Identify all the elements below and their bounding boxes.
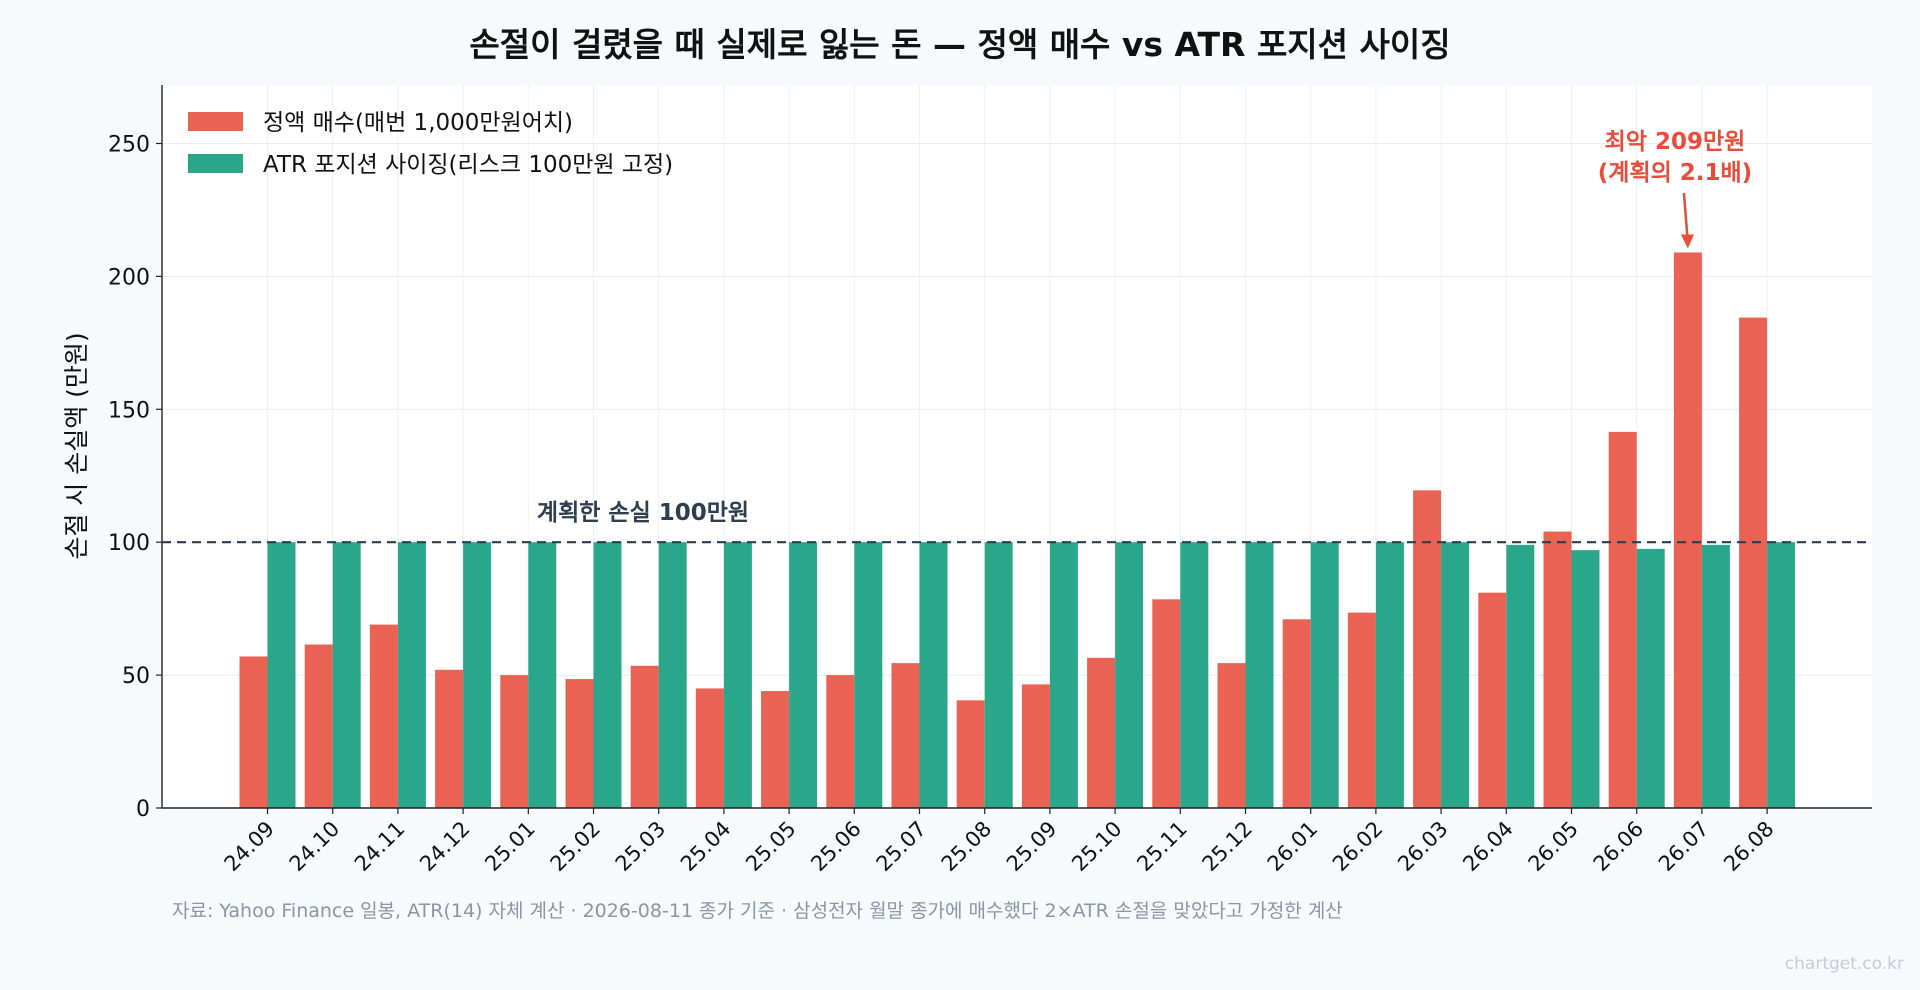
x-tick-label: 25.03 <box>611 817 670 876</box>
bar-fixed-amount <box>630 665 659 808</box>
bar-fixed-amount <box>1021 684 1050 808</box>
bar-atr-sizing <box>1441 542 1470 808</box>
bars <box>239 252 1796 808</box>
x-tick-label: 25.08 <box>937 817 996 876</box>
bar-atr-sizing <box>1375 542 1404 808</box>
annotation-arrow <box>1682 192 1690 243</box>
bar-fixed-amount <box>500 675 529 808</box>
bar-atr-sizing <box>1049 542 1078 808</box>
x-tick-label: 25.12 <box>1198 817 1257 876</box>
bar-atr-sizing <box>854 542 883 808</box>
annotation-group: 최악 209만원 (계획의 2.1배) <box>1598 129 1752 249</box>
bar-fixed-amount <box>369 624 398 808</box>
bar-fixed-amount <box>1282 619 1311 808</box>
reference-line-group: 계획한 손실 100만원 <box>162 500 1872 544</box>
bar-fixed-amount <box>565 679 594 808</box>
x-tick-label: 25.06 <box>806 817 865 876</box>
x-tick-label: 26.06 <box>1589 817 1648 876</box>
bar-atr-sizing <box>984 542 1013 808</box>
bar-atr-sizing <box>1506 544 1535 808</box>
bar-fixed-amount <box>435 669 464 808</box>
bar-fixed-amount <box>1413 490 1442 808</box>
x-tick-label: 24.09 <box>220 817 279 876</box>
x-tick-label: 24.10 <box>285 817 344 876</box>
x-tick-label: 26.08 <box>1719 817 1778 876</box>
bar-atr-sizing <box>1245 542 1274 808</box>
watermark: chartget.co.kr <box>1785 954 1904 974</box>
bar-fixed-amount <box>695 688 724 808</box>
bar-fixed-amount <box>304 644 333 808</box>
bar-fixed-amount <box>1673 252 1702 808</box>
bar-atr-sizing <box>593 542 622 808</box>
bar-atr-sizing <box>463 542 492 808</box>
bar-atr-sizing <box>723 542 752 808</box>
source-note: 자료: Yahoo Finance 일봉, ATR(14) 자체 계산 · 20… <box>172 900 1343 922</box>
annotation-arrowhead <box>1680 234 1694 249</box>
bar-fixed-amount <box>761 691 790 808</box>
annotation-line2: (계획의 2.1배) <box>1598 160 1752 186</box>
chart-title: 손절이 걸렸을 때 실제로 잃는 돈 — 정액 매수 vs ATR 포지션 사이… <box>469 25 1450 64</box>
x-tick-label: 25.05 <box>741 817 800 876</box>
bar-atr-sizing <box>1767 542 1796 808</box>
y-tick-label: 150 <box>108 398 150 423</box>
bar-atr-sizing <box>1701 544 1730 808</box>
x-tick-label: 26.02 <box>1328 817 1387 876</box>
bar-atr-sizing <box>1180 542 1209 808</box>
x-tick-label: 25.02 <box>546 817 605 876</box>
bar-atr-sizing <box>528 542 557 808</box>
x-tick-label: 25.04 <box>676 817 735 876</box>
bar-atr-sizing <box>1636 548 1665 808</box>
annotation-line1: 최악 209만원 <box>1605 129 1746 155</box>
legend-label-fixed-amount: 정액 매수(매번 1,000만원어치) <box>263 110 573 136</box>
bar-fixed-amount <box>1608 431 1637 808</box>
y-tick-label: 250 <box>108 132 150 157</box>
legend: 정액 매수(매번 1,000만원어치) ATR 포지션 사이징(리스크 100만원… <box>188 110 673 178</box>
x-tick-label: 25.07 <box>872 817 931 876</box>
x-tick-label: 24.11 <box>350 817 409 876</box>
bar-fixed-amount <box>1347 612 1376 808</box>
x-tick-label: 24.12 <box>415 817 474 876</box>
x-tick-label: 26.07 <box>1654 817 1713 876</box>
y-tick-label: 100 <box>108 531 150 556</box>
bar-fixed-amount <box>1087 657 1116 808</box>
bar-fixed-amount <box>826 675 855 808</box>
x-tick-label: 25.11 <box>1132 817 1191 876</box>
bar-atr-sizing <box>1310 542 1339 808</box>
bar-atr-sizing <box>658 542 687 808</box>
x-tick-label: 25.01 <box>480 817 539 876</box>
bar-atr-sizing <box>397 542 426 808</box>
bar-fixed-amount <box>239 656 268 808</box>
bar-fixed-amount <box>1217 663 1246 808</box>
bar-atr-sizing <box>789 542 818 808</box>
reference-line-label: 계획한 손실 100만원 <box>537 500 749 526</box>
bar-fixed-amount <box>1152 599 1181 808</box>
y-axis-label: 손절 시 손실액 (만원) <box>62 332 91 559</box>
x-tick-label: 26.01 <box>1263 817 1322 876</box>
x-tick-label: 26.05 <box>1524 817 1583 876</box>
x-tick-label: 26.04 <box>1458 817 1517 876</box>
bar-fixed-amount <box>1543 531 1572 808</box>
bar-atr-sizing <box>1571 550 1600 808</box>
legend-swatch-fixed-amount <box>188 112 243 131</box>
bar-atr-sizing <box>332 542 361 808</box>
bar-atr-sizing <box>267 542 296 808</box>
bar-fixed-amount <box>956 700 985 808</box>
bar-fixed-amount <box>891 663 920 808</box>
bar-atr-sizing <box>1115 542 1144 808</box>
bar-fixed-amount <box>1739 317 1768 808</box>
legend-swatch-atr-sizing <box>188 154 243 173</box>
x-tick-label: 25.09 <box>1002 817 1061 876</box>
x-tick-label: 26.03 <box>1393 817 1452 876</box>
y-tick-label: 50 <box>122 664 150 689</box>
legend-label-atr-sizing: ATR 포지션 사이징(리스크 100만원 고정) <box>263 152 673 178</box>
x-tick-label: 25.10 <box>1067 817 1126 876</box>
bar-atr-sizing <box>919 542 948 808</box>
y-tick-label: 0 <box>136 797 150 822</box>
bar-fixed-amount <box>1478 592 1507 808</box>
y-tick-label: 200 <box>108 265 150 290</box>
